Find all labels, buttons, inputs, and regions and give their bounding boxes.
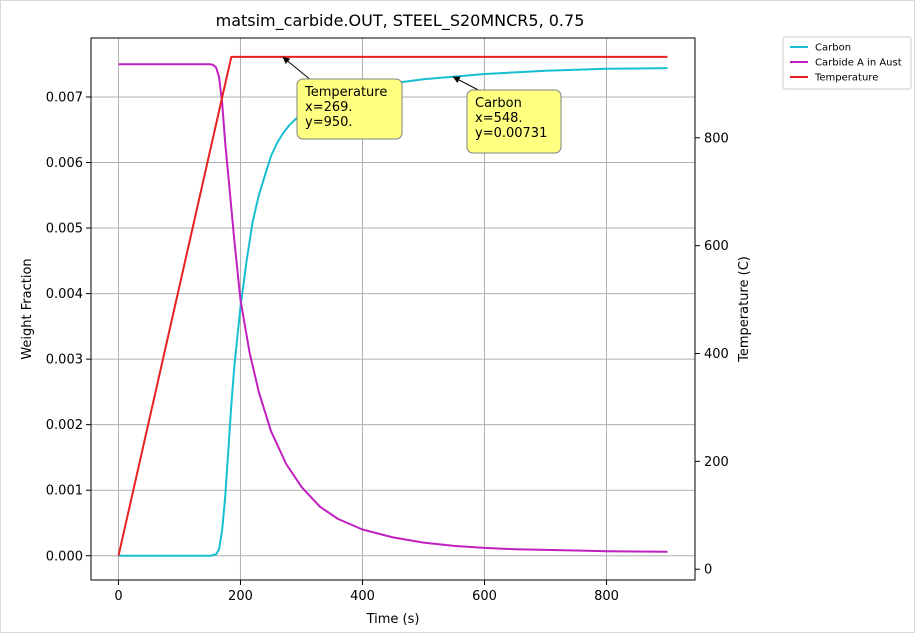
- series-line-carbon: [118, 67, 668, 557]
- y-tick-label: 0.005: [46, 222, 83, 237]
- annotation-box-temperature: [296, 78, 403, 140]
- series-line-temperature: [117, 55, 668, 556]
- series-line-carbide-a-in-aust: [118, 63, 668, 553]
- x-tick-label: 0: [114, 589, 122, 604]
- y-tick-label: 0.002: [46, 418, 83, 433]
- annotation-text-temperature: y=950.: [305, 115, 353, 130]
- annotation-text-carbon: y=0.00731: [475, 126, 547, 141]
- y2-tick-label: 400: [704, 347, 729, 362]
- annotation-arrowhead-carbon: [452, 76, 461, 84]
- y-tick-label: 0.006: [46, 156, 83, 171]
- x-axis-label: Time (s): [366, 612, 420, 627]
- plot-frame: [90, 37, 696, 581]
- legend-box: [782, 36, 912, 90]
- legend: Carbon Carbide A in Aust Temperature: [782, 36, 912, 90]
- annotation-text-temperature: Temperature: [304, 85, 387, 100]
- y2-tick-label: 600: [704, 239, 729, 254]
- legend-label-temperature: Temperature: [814, 73, 878, 84]
- annotation-text-carbon: Carbon: [475, 96, 522, 111]
- annotation-box-carbon: [466, 89, 562, 154]
- x-tick-label: 800: [594, 589, 619, 604]
- chart-title: matsim_carbide.OUT, STEEL_S20MNCR5, 0.75: [216, 11, 585, 31]
- annotation-text-temperature: x=269.: [305, 100, 353, 115]
- y2-axis-label: Temperature (C): [737, 256, 752, 363]
- legend-label-carbon: Carbon: [815, 43, 851, 54]
- y-tick-label: 0.004: [46, 287, 83, 302]
- annotation-text-carbon: x=548.: [475, 111, 523, 126]
- y2-tick-label: 200: [704, 455, 729, 470]
- y-tick-label: 0.001: [46, 484, 83, 499]
- x-tick-label: 600: [472, 589, 497, 604]
- y-axis-label: Weight Fraction: [20, 258, 35, 359]
- x-tick-label: 200: [228, 589, 253, 604]
- y-tick-label: 0.000: [46, 549, 83, 564]
- annotation-arrowhead-temperature: [282, 56, 291, 65]
- y-tick-label: 0.007: [46, 90, 83, 105]
- y-tick-label: 0.003: [46, 353, 83, 368]
- legend-label-carbide-a-in-aust: Carbide A in Aust: [815, 58, 902, 69]
- x-tick-label: 400: [350, 589, 375, 604]
- y2-tick-label: 800: [704, 131, 729, 146]
- y2-tick-label: 0: [704, 563, 712, 578]
